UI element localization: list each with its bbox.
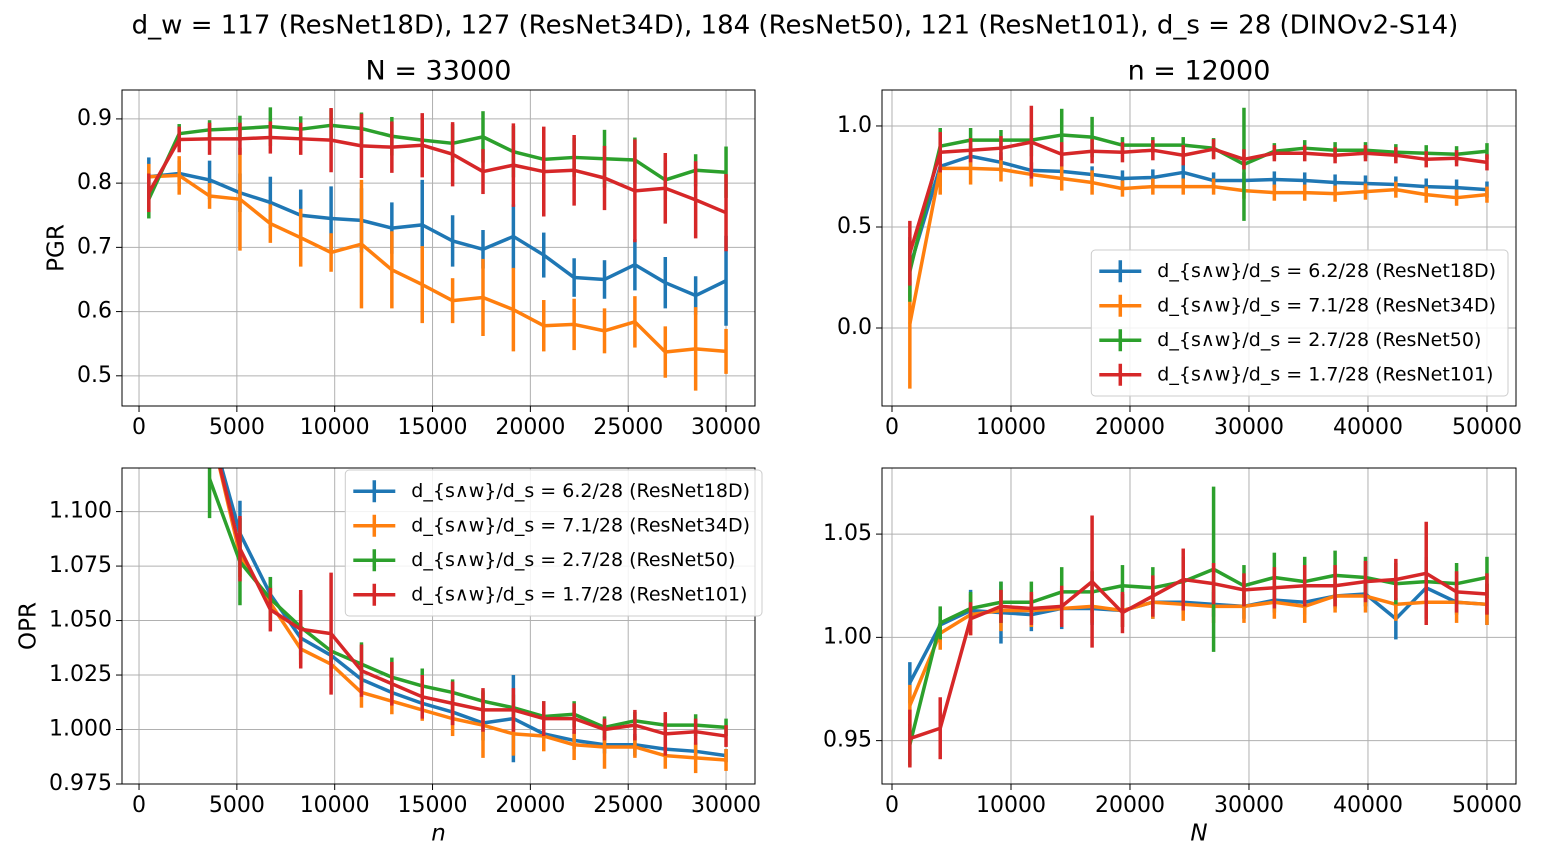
x-tick-label: 10000 <box>976 793 1046 818</box>
x-tick-label: 10000 <box>300 793 370 818</box>
legend-label: d_{s∧w}/d_s = 6.2/28 (ResNet18D) <box>411 480 750 502</box>
x-axis-label: n <box>431 821 446 847</box>
legend: d_{s∧w}/d_s = 6.2/28 (ResNet18D) d_{s∧w}/… <box>1090 249 1509 397</box>
plot-area <box>207 468 728 774</box>
x-tick-label: 30000 <box>691 415 761 440</box>
x-tick-label: 10000 <box>976 415 1046 440</box>
legend-box <box>1090 249 1509 397</box>
y-tick-label: 0.95 <box>823 728 872 753</box>
x-tick-label: 30000 <box>691 793 761 818</box>
axes-frame <box>881 467 1517 785</box>
legend-label: d_{s∧w}/d_s = 7.1/28 (ResNet34D) <box>411 514 750 536</box>
series-line <box>908 567 1488 746</box>
x-tick-label: 50000 <box>1452 415 1522 440</box>
y-axis-label: PGR <box>44 224 70 272</box>
y-tick-label: 1.025 <box>49 662 112 687</box>
x-axis-label: N <box>1190 821 1207 847</box>
series-line <box>148 171 727 298</box>
y-tick-label: 0.0 <box>837 315 872 340</box>
series-line <box>908 140 1488 254</box>
axes-frame <box>881 89 1517 407</box>
y-tick-label: 0.7 <box>77 234 112 259</box>
x-tick-label: 5000 <box>209 415 265 440</box>
y-axis-label: OPR <box>16 602 42 650</box>
x-tick-label: 5000 <box>209 793 265 818</box>
legend-label: d_{s∧w}/d_s = 6.2/28 (ResNet18D) <box>1157 260 1496 282</box>
y-tick-label: 1.000 <box>49 717 112 742</box>
x-tick-label: 25000 <box>593 793 663 818</box>
series-line <box>908 594 1488 707</box>
plot-area <box>908 105 1489 389</box>
y-tick-label: 0.8 <box>77 170 112 195</box>
x-tick-label: 20000 <box>495 793 565 818</box>
x-tick-label: 25000 <box>593 415 663 440</box>
series-line <box>908 133 1488 272</box>
y-tick-label: 1.100 <box>49 499 112 524</box>
axes-frame <box>121 467 756 785</box>
series-line <box>148 173 727 354</box>
y-tick-label: 1.050 <box>49 608 112 633</box>
legend-label: d_{s∧w}/d_s = 1.7/28 (ResNet101) <box>411 583 747 605</box>
y-tick-label: 0.5 <box>77 363 112 388</box>
series-line <box>218 468 727 738</box>
series-line <box>909 571 1488 741</box>
plot-area <box>908 486 1489 768</box>
x-tick-label: 0 <box>132 415 146 440</box>
x-tick-label: 10000 <box>300 415 370 440</box>
x-tick-label: 20000 <box>1095 415 1165 440</box>
series-line <box>219 468 727 758</box>
legend: d_{s∧w}/d_s = 6.2/28 (ResNet18D) d_{s∧w}/… <box>344 469 763 617</box>
x-tick-label: 0 <box>885 415 899 440</box>
y-tick-label: 1.0 <box>837 113 872 138</box>
x-tick-label: 40000 <box>1333 793 1403 818</box>
x-tick-label: 30000 <box>1214 793 1284 818</box>
x-tick-label: 0 <box>885 793 899 818</box>
y-tick-label: 1.075 <box>49 553 112 578</box>
y-tick-label: 1.05 <box>823 521 872 546</box>
panel-title: n = 12000 <box>1128 56 1271 87</box>
axes-frame <box>121 89 756 407</box>
y-tick-label: 0.975 <box>49 771 112 796</box>
x-tick-label: 20000 <box>495 415 565 440</box>
panel-title: N = 33000 <box>366 56 512 87</box>
y-tick-label: 0.6 <box>77 299 112 324</box>
legend-label: d_{s∧w}/d_s = 1.7/28 (ResNet101) <box>1157 363 1493 385</box>
series-line <box>908 586 1488 684</box>
plot-area <box>147 107 728 391</box>
legend-label: d_{s∧w}/d_s = 2.7/28 (ResNet50) <box>411 549 735 571</box>
series-line <box>207 478 727 730</box>
x-tick-label: 50000 <box>1452 793 1522 818</box>
y-tick-label: 0.5 <box>837 214 872 239</box>
legend-label: d_{s∧w}/d_s = 2.7/28 (ResNet50) <box>1157 329 1481 351</box>
x-tick-label: 15000 <box>398 793 468 818</box>
series-line <box>147 135 727 215</box>
y-tick-label: 1.00 <box>823 624 872 649</box>
legend-label: d_{s∧w}/d_s = 7.1/28 (ResNet34D) <box>1157 294 1496 316</box>
legend-box <box>344 469 763 617</box>
series-line <box>908 154 1488 268</box>
y-tick-label: 0.9 <box>77 106 112 131</box>
figure-title: d_w = 117 (ResNet18D), 127 (ResNet34D), … <box>132 11 1459 41</box>
series-line <box>908 166 1488 325</box>
x-tick-label: 40000 <box>1333 415 1403 440</box>
x-tick-label: 30000 <box>1214 415 1284 440</box>
x-tick-label: 0 <box>132 793 146 818</box>
x-tick-label: 15000 <box>398 415 468 440</box>
series-line <box>217 468 727 762</box>
x-tick-label: 20000 <box>1095 793 1165 818</box>
series-line <box>147 123 727 200</box>
